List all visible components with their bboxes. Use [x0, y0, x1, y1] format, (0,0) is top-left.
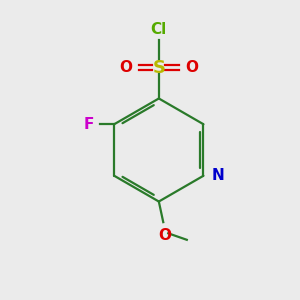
Text: Cl: Cl [151, 22, 167, 37]
Text: O: O [185, 60, 198, 75]
Text: N: N [212, 168, 224, 183]
Text: O: O [119, 60, 132, 75]
Text: O: O [158, 228, 171, 243]
Text: F: F [84, 117, 94, 132]
Text: S: S [152, 58, 165, 76]
